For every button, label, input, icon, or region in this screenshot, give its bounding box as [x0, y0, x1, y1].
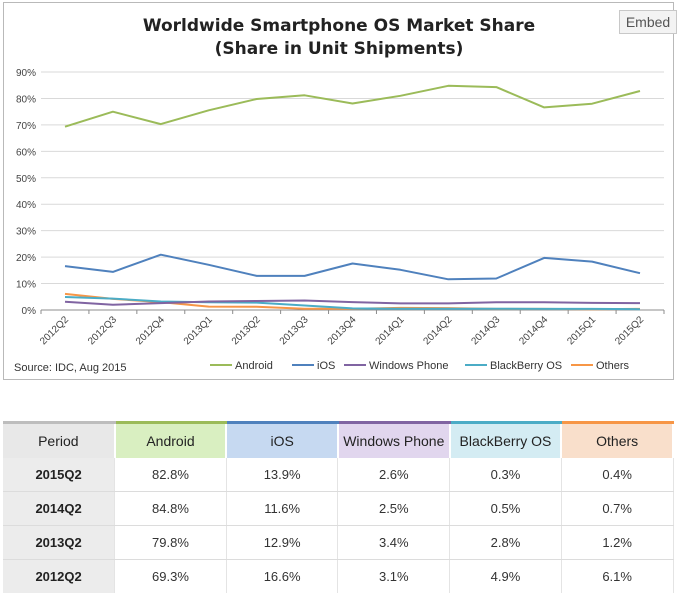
x-tick-label: 2013Q3: [278, 314, 311, 347]
x-tick-label: 2012Q4: [134, 314, 167, 347]
table-row: 2014Q2 84.8% 11.6% 2.5% 0.5% 0.7%: [3, 491, 674, 526]
share-cell: 0.3%: [449, 458, 562, 492]
column-header-others: Others: [561, 421, 674, 458]
y-tick-label: 30%: [16, 227, 36, 238]
legend-item: Windows Phone: [344, 360, 449, 372]
period-cell: 2014Q2: [3, 491, 116, 526]
legend-label: Others: [596, 360, 630, 372]
share-cell: 3.1%: [337, 559, 451, 593]
legend-label: iOS: [317, 360, 335, 372]
share-cell: 13.9%: [226, 458, 339, 492]
column-header-period: Period: [3, 421, 116, 458]
share-cell: 0.7%: [561, 491, 674, 526]
table-header-row: Period Android iOS Windows Phone BlackBerry …: [3, 421, 674, 458]
chart-area: Worldwide Smartphone OS Market Share (Sh…: [3, 2, 677, 380]
y-axis: 0% 10% 20% 30% 40% 50% 60% 70% 80% 90%: [16, 68, 36, 317]
legend-item: iOS: [292, 360, 335, 372]
legend-label: Windows Phone: [369, 360, 449, 372]
x-tick-label: 2014Q4: [517, 314, 550, 347]
column-header-blackberry-os: BlackBerry OS: [449, 421, 563, 458]
series-line-blackberry-os: [64, 296, 641, 311]
column-header-android: Android: [114, 421, 228, 458]
series-line-ios: [64, 253, 641, 281]
x-tick-label: 2015Q2: [613, 314, 646, 347]
column-header-windows-phone: Windows Phone: [337, 421, 451, 458]
legend-item: Others: [571, 360, 630, 372]
legend-item: Android: [210, 360, 273, 372]
share-cell: 2.5%: [337, 491, 451, 526]
y-tick-label: 0%: [22, 306, 37, 317]
y-tick-label: 10%: [16, 280, 36, 291]
y-tick-label: 60%: [16, 147, 36, 158]
x-tick-label: 2014Q3: [469, 314, 502, 347]
series-line-windows-phone: [64, 299, 641, 306]
share-cell: 0.4%: [561, 458, 674, 492]
series-line-android: [64, 84, 641, 128]
share-cell: 1.2%: [561, 525, 674, 560]
x-tick-label: 2013Q2: [230, 314, 263, 347]
x-tick-label: 2015Q1: [565, 314, 598, 347]
market-share-table: Period Android iOS Windows Phone BlackBerry …: [3, 421, 674, 593]
share-cell: 3.4%: [337, 525, 451, 560]
embed-button[interactable]: Embed: [619, 10, 677, 34]
x-tick-label: 2012Q2: [38, 314, 71, 347]
source-note: Source: IDC, Aug 2015: [14, 362, 127, 374]
share-cell: 79.8%: [114, 525, 227, 560]
share-cell: 82.8%: [114, 458, 227, 492]
x-tick-label: 2013Q4: [326, 314, 359, 347]
y-tick-label: 40%: [16, 200, 36, 211]
share-cell: 84.8%: [114, 491, 227, 526]
legend-label: BlackBerry OS: [490, 360, 562, 372]
share-cell: 11.6%: [226, 491, 339, 526]
x-tick-label: 2014Q1: [374, 314, 407, 347]
x-tick-label: 2014Q2: [422, 314, 455, 347]
legend-item: BlackBerry OS: [465, 360, 562, 372]
y-tick-label: 80%: [16, 94, 36, 105]
y-tick-label: 20%: [16, 253, 36, 264]
legend: Android iOS Windows Phone BlackBerry OS Othe…: [210, 360, 630, 372]
x-axis: 2012Q2 2012Q3 2012Q4 2013Q1 2013Q2 2013Q3 2013…: [38, 310, 665, 347]
table-body: 2015Q2 82.8% 13.9% 2.6% 0.3% 0.4% 2014Q2 84.8% 1…: [3, 458, 674, 593]
share-cell: 4.9%: [449, 559, 562, 593]
chart-title: Worldwide Smartphone OS Market Share: [143, 16, 535, 36]
chart-subtitle: (Share in Unit Shipments): [215, 39, 464, 59]
period-cell: 2015Q2: [3, 458, 116, 492]
table-row: 2013Q2 79.8% 12.9% 3.4% 2.8% 1.2%: [3, 525, 674, 560]
y-tick-label: 50%: [16, 174, 36, 185]
y-tick-label: 90%: [16, 68, 36, 79]
y-tick-label: 70%: [16, 121, 36, 132]
table-row: 2012Q2 69.3% 16.6% 3.1% 4.9% 6.1%: [3, 559, 674, 593]
period-cell: 2013Q2: [3, 525, 116, 560]
series-lines: [64, 84, 641, 311]
column-header-ios: iOS: [226, 421, 339, 458]
share-cell: 12.9%: [226, 525, 339, 560]
x-tick-label: 2013Q1: [182, 314, 215, 347]
period-cell: 2012Q2: [3, 559, 116, 593]
gridlines: [41, 71, 664, 311]
share-cell: 0.5%: [449, 491, 562, 526]
legend-label: Android: [235, 360, 273, 372]
table-row: 2015Q2 82.8% 13.9% 2.6% 0.3% 0.4%: [3, 458, 674, 492]
share-cell: 2.6%: [337, 458, 451, 492]
share-cell: 2.8%: [449, 525, 562, 560]
share-cell: 16.6%: [226, 559, 339, 593]
line-chart: Worldwide Smartphone OS Market Share (Sh…: [14, 16, 665, 374]
share-cell: 6.1%: [561, 559, 674, 593]
share-cell: 69.3%: [114, 559, 227, 593]
x-tick-label: 2012Q3: [86, 314, 119, 347]
